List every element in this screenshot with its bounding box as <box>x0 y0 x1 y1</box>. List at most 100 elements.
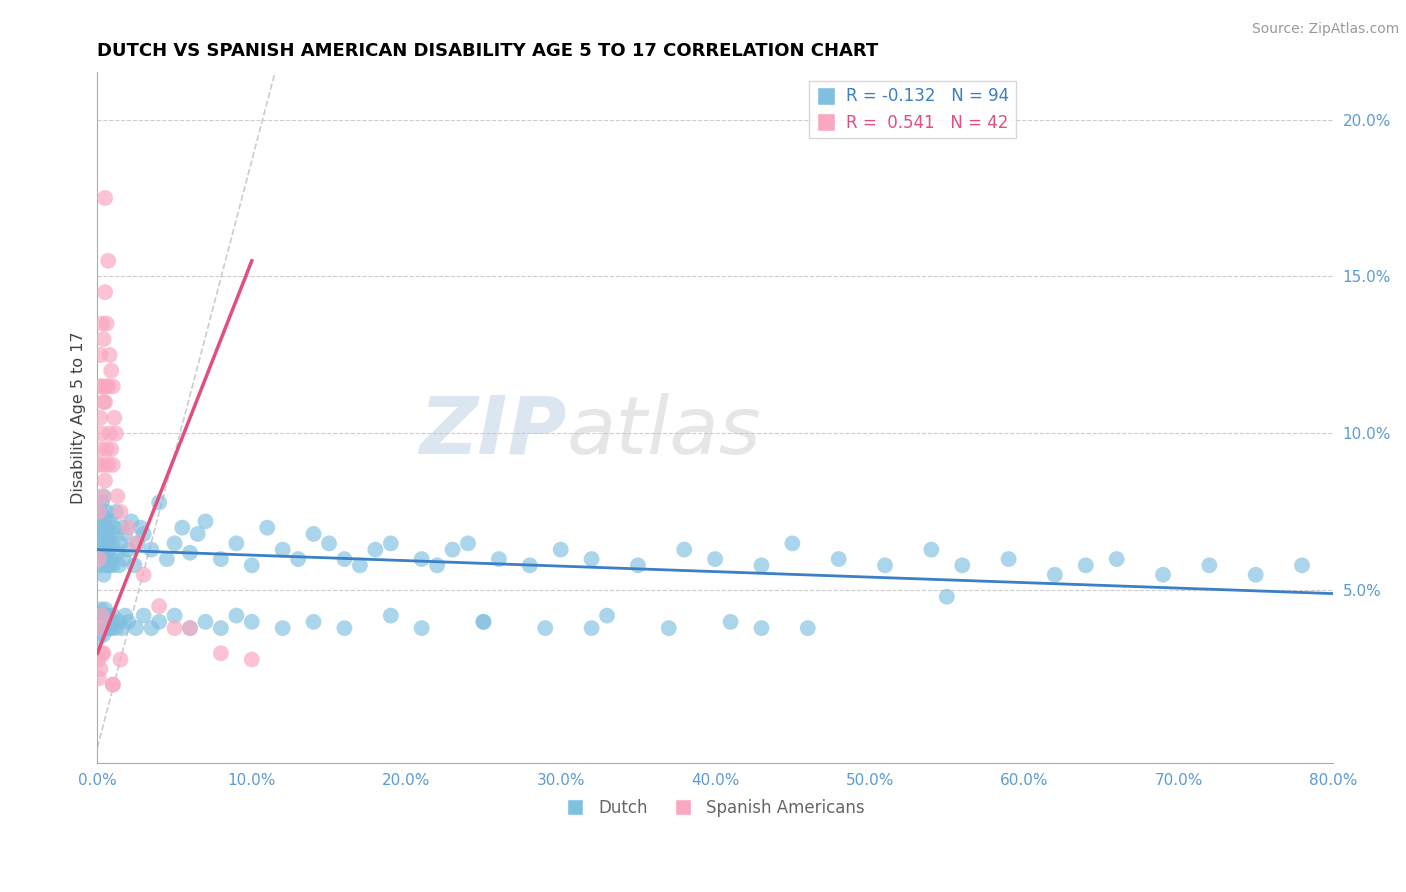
Point <box>148 599 170 614</box>
Point <box>89 505 111 519</box>
Point <box>96 608 118 623</box>
Point <box>240 652 263 666</box>
Point <box>89 379 111 393</box>
Point <box>364 542 387 557</box>
Point <box>87 552 110 566</box>
Point <box>148 615 170 629</box>
Point <box>163 536 186 550</box>
Point <box>96 442 118 457</box>
Text: Source: ZipAtlas.com: Source: ZipAtlas.com <box>1251 22 1399 37</box>
Point <box>1152 567 1174 582</box>
Point <box>256 521 278 535</box>
Point <box>581 621 603 635</box>
Point <box>125 536 148 550</box>
Point <box>87 615 110 629</box>
Point <box>704 552 727 566</box>
Point <box>96 536 118 550</box>
Point <box>89 621 111 635</box>
Point <box>97 458 120 472</box>
Point <box>98 536 121 550</box>
Point <box>93 395 115 409</box>
Point <box>94 621 117 635</box>
Point <box>163 621 186 635</box>
Point <box>97 379 120 393</box>
Point <box>797 621 820 635</box>
Point <box>1043 567 1066 582</box>
Point <box>209 646 232 660</box>
Point <box>91 511 114 525</box>
Point <box>98 515 121 529</box>
Point <box>94 527 117 541</box>
Point <box>179 546 201 560</box>
Point <box>101 458 124 472</box>
Point <box>93 621 115 635</box>
Text: atlas: atlas <box>567 392 762 471</box>
Point <box>91 489 114 503</box>
Point <box>141 542 163 557</box>
Point <box>209 552 232 566</box>
Point <box>91 527 114 541</box>
Point <box>596 608 619 623</box>
Point <box>720 615 742 629</box>
Point <box>519 558 541 573</box>
Point <box>179 621 201 635</box>
Point <box>488 552 510 566</box>
Y-axis label: Disability Age 5 to 17: Disability Age 5 to 17 <box>72 332 86 504</box>
Point <box>209 621 232 635</box>
Point <box>93 567 115 582</box>
Point <box>302 615 325 629</box>
Text: DUTCH VS SPANISH AMERICAN DISABILITY AGE 5 TO 17 CORRELATION CHART: DUTCH VS SPANISH AMERICAN DISABILITY AGE… <box>97 42 879 60</box>
Point <box>271 621 294 635</box>
Point <box>101 379 124 393</box>
Point <box>87 671 110 685</box>
Point <box>349 558 371 573</box>
Point <box>89 410 111 425</box>
Point <box>194 515 217 529</box>
Point <box>111 621 134 635</box>
Point <box>127 536 149 550</box>
Point <box>240 615 263 629</box>
Point <box>110 652 132 666</box>
Point <box>94 191 117 205</box>
Point <box>87 458 110 472</box>
Point <box>950 558 973 573</box>
Point <box>873 558 896 573</box>
Point <box>472 615 495 629</box>
Point <box>132 567 155 582</box>
Point <box>333 552 356 566</box>
Point <box>91 317 114 331</box>
Point <box>91 495 114 509</box>
Point <box>141 621 163 635</box>
Point <box>287 552 309 566</box>
Point <box>98 615 121 629</box>
Point <box>117 615 139 629</box>
Point <box>117 521 139 535</box>
Point <box>96 621 118 635</box>
Point <box>94 602 117 616</box>
Point <box>89 662 111 676</box>
Point <box>114 608 136 623</box>
Point <box>472 615 495 629</box>
Point <box>89 442 111 457</box>
Point <box>658 621 681 635</box>
Point <box>111 521 134 535</box>
Point <box>100 527 122 541</box>
Point <box>91 552 114 566</box>
Point <box>97 615 120 629</box>
Point <box>91 608 114 623</box>
Point <box>89 602 111 616</box>
Point <box>94 285 117 300</box>
Point <box>112 552 135 566</box>
Point <box>91 379 114 393</box>
Point <box>1244 567 1267 582</box>
Point <box>782 536 804 550</box>
Point <box>110 505 132 519</box>
Point <box>97 552 120 566</box>
Point <box>96 558 118 573</box>
Point <box>104 426 127 441</box>
Point <box>457 536 479 550</box>
Point <box>129 521 152 535</box>
Point <box>627 558 650 573</box>
Point <box>93 458 115 472</box>
Point <box>172 521 194 535</box>
